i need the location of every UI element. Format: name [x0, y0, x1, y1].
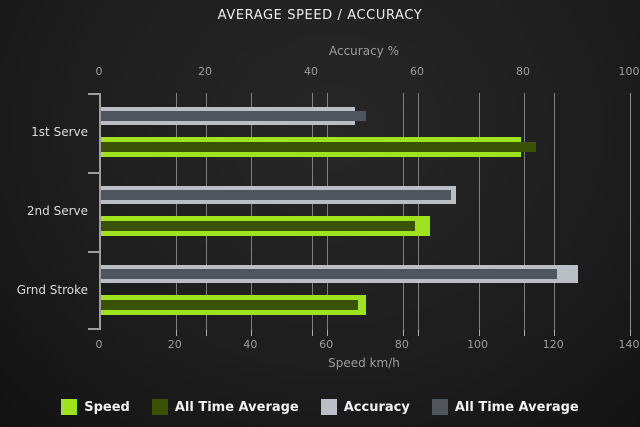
gridline — [418, 93, 419, 330]
axis-tick — [312, 330, 313, 336]
axis-tick — [251, 330, 253, 336]
category-boundary-tick — [88, 251, 99, 253]
gridline — [251, 93, 253, 330]
category-boundary-tick — [88, 172, 99, 174]
tick-label: 20 — [167, 338, 182, 351]
tick-label: 40 — [243, 338, 258, 351]
tick-label: 40 — [304, 65, 318, 78]
bar-all-time-average-grnd-stroke — [101, 300, 359, 310]
tick-label: 0 — [95, 338, 103, 351]
legend-item-speed-all-time-average[interactable]: All Time Average — [151, 399, 299, 415]
legend-label: All Time Average — [454, 399, 579, 415]
category-label: 1st Serve — [31, 125, 88, 139]
tick-label: 20 — [198, 65, 212, 78]
gridline — [206, 93, 207, 330]
category-boundary-tick — [88, 93, 99, 95]
bar-all-time-average-grnd-stroke — [101, 269, 557, 279]
accuracy-average-swatch-icon — [431, 399, 448, 415]
legend-label: All Time Average — [174, 399, 299, 415]
tick-label: 120 — [542, 338, 564, 351]
tick-label: 60 — [410, 65, 424, 78]
gridline — [524, 93, 525, 330]
axis-tick — [402, 330, 404, 336]
bar-all-time-average-2nd-serve — [101, 221, 416, 231]
bar-all-time-average-1st-serve — [101, 142, 537, 152]
axis-tick — [478, 330, 480, 336]
axis-tick — [327, 330, 329, 336]
legend-item-accuracy[interactable]: Accuracy — [320, 399, 410, 415]
tick-label: 0 — [95, 65, 103, 78]
gridline — [402, 93, 404, 330]
bar-all-time-average-2nd-serve — [101, 190, 451, 200]
axis-tick — [554, 330, 556, 336]
gridline — [312, 93, 313, 330]
speed-swatch-icon — [61, 399, 78, 415]
gridline — [327, 93, 329, 330]
gridline — [554, 93, 556, 330]
gridline — [630, 93, 631, 330]
axis-tick — [206, 330, 207, 336]
axis-tick — [524, 330, 525, 336]
gridline — [175, 93, 177, 330]
plot-area — [88, 93, 631, 336]
axis-tick — [418, 330, 419, 336]
top-axis-tick-labels: 0 20 40 60 80 100 — [95, 65, 640, 79]
axis-tick — [175, 330, 177, 336]
tick-label: 100 — [618, 65, 640, 78]
axis-tick — [630, 330, 631, 336]
tick-label: 140 — [618, 338, 640, 351]
bottom-axis-tick-labels: 0 20 40 60 80 100 120 140 — [95, 338, 640, 352]
legend-label: Speed — [84, 399, 130, 415]
bottom-axis-title: Speed km/h — [328, 356, 400, 370]
speed-average-swatch-icon — [151, 399, 168, 415]
category-label: Grnd Stroke — [16, 283, 88, 297]
top-axis-title: Accuracy % — [328, 44, 399, 58]
legend-label: Accuracy — [343, 399, 410, 415]
category-label: 2nd Serve — [26, 204, 88, 218]
tick-label: 80 — [394, 338, 409, 351]
legend-item-accuracy-all-time-average[interactable]: All Time Average — [431, 399, 579, 415]
tick-label: 60 — [319, 338, 334, 351]
tick-label: 100 — [467, 338, 489, 351]
tick-label: 80 — [516, 65, 530, 78]
bar-all-time-average-1st-serve — [101, 111, 366, 121]
chart-title: AVERAGE SPEED / ACCURACY — [217, 8, 423, 23]
gridline — [478, 93, 480, 330]
category-axis: 1st Serve 2nd Serve Grnd Stroke — [0, 93, 88, 330]
legend-item-speed[interactable]: Speed — [61, 399, 130, 415]
accuracy-swatch-icon — [320, 399, 337, 415]
category-boundary-tick — [88, 328, 99, 330]
chart-legend: Speed All Time Average Accuracy All Time… — [0, 395, 640, 419]
